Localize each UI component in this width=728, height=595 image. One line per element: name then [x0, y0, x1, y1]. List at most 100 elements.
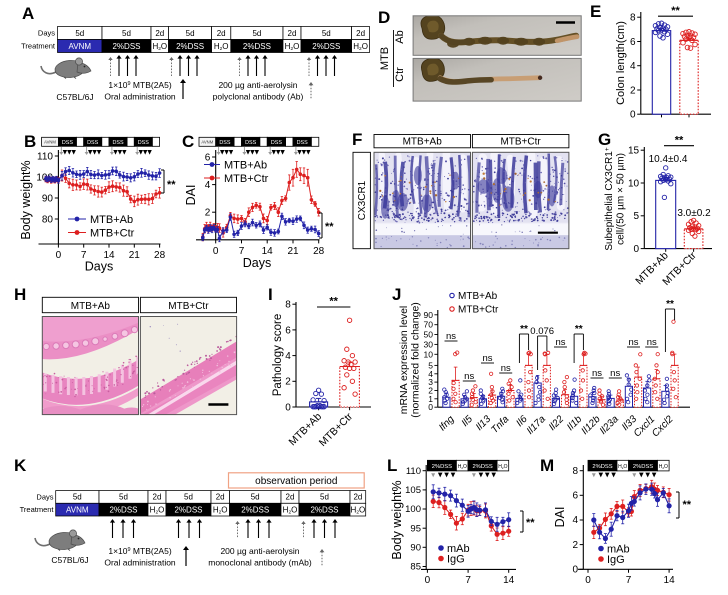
- svg-text:E: E: [590, 2, 601, 21]
- svg-text:Ab: Ab: [394, 30, 406, 43]
- svg-text:MTB+Ab: MTB+Ab: [403, 137, 443, 148]
- svg-text:7: 7: [626, 575, 632, 586]
- svg-text:5: 5: [634, 211, 640, 222]
- svg-text:M: M: [540, 456, 554, 475]
- svg-text:mAb: mAb: [607, 544, 630, 556]
- svg-text:MTB: MTB: [379, 47, 391, 70]
- svg-text:monoclonal antibody (mAb): monoclonal antibody (mAb): [208, 558, 312, 568]
- svg-text:H2O: H2O: [353, 42, 368, 52]
- svg-text:0: 0: [213, 246, 219, 257]
- svg-text:1×109 MTB(2A5): 1×109 MTB(2A5): [108, 546, 171, 556]
- svg-text:2%DSS: 2%DSS: [592, 464, 612, 470]
- svg-text:H: H: [14, 285, 26, 304]
- svg-text:**: **: [671, 5, 680, 17]
- svg-text:DSS: DSS: [297, 140, 308, 146]
- svg-text:Oral administration: Oral administration: [104, 92, 176, 102]
- svg-text:AVNM: AVNM: [44, 140, 56, 145]
- svg-text:observation period: observation period: [255, 476, 337, 487]
- svg-text:2%DSS: 2%DSS: [112, 42, 140, 51]
- svg-text:Days: Days: [85, 260, 113, 274]
- svg-text:H2O: H2O: [498, 464, 507, 470]
- svg-text:H2O: H2O: [152, 42, 167, 52]
- svg-text:H2O: H2O: [618, 464, 627, 470]
- svg-text:4: 4: [630, 61, 636, 72]
- svg-text:ns: ns: [647, 337, 657, 348]
- svg-text:2: 2: [285, 377, 291, 388]
- svg-text:2d: 2d: [216, 493, 225, 502]
- svg-text:5d: 5d: [122, 29, 131, 38]
- svg-text:110: 110: [37, 151, 53, 162]
- svg-text:DSS: DSS: [112, 140, 123, 146]
- svg-text:(normalized fold change): (normalized fold change): [410, 302, 422, 418]
- svg-text:ns: ns: [628, 337, 638, 348]
- svg-text:C: C: [182, 132, 194, 151]
- svg-text:2%DSS: 2%DSS: [432, 464, 452, 470]
- svg-text:100: 100: [405, 504, 421, 515]
- svg-text:4: 4: [572, 515, 578, 526]
- svg-text:IgG: IgG: [607, 554, 625, 566]
- svg-text:2: 2: [428, 386, 433, 396]
- svg-text:MTB+Ab: MTB+Ab: [224, 160, 267, 172]
- svg-text:200 µg anti-aerolysin: 200 µg anti-aerolysin: [220, 546, 299, 556]
- svg-text:0: 0: [285, 402, 291, 413]
- svg-text:K: K: [14, 456, 27, 475]
- svg-text:5d: 5d: [119, 493, 128, 502]
- svg-text:DSS: DSS: [271, 140, 282, 146]
- svg-text:8: 8: [630, 13, 636, 24]
- svg-text:30: 30: [424, 339, 434, 349]
- svg-text:7: 7: [465, 575, 471, 586]
- svg-text:MTB+Ctr: MTB+Ctr: [168, 301, 209, 312]
- svg-text:2%DSS: 2%DSS: [174, 505, 202, 514]
- svg-text:I: I: [268, 285, 273, 304]
- svg-text:DSS: DSS: [245, 140, 256, 146]
- svg-text:90: 90: [410, 543, 421, 554]
- svg-text:4: 4: [428, 369, 433, 379]
- svg-text:ns: ns: [482, 353, 492, 364]
- svg-text:200 µg anti-aerolysin: 200 µg anti-aerolysin: [218, 80, 297, 90]
- svg-text:0: 0: [428, 402, 433, 412]
- svg-text:21: 21: [129, 250, 141, 261]
- svg-text:5d: 5d: [252, 29, 261, 38]
- svg-text:5d: 5d: [75, 29, 84, 38]
- svg-text:Days: Days: [243, 256, 271, 270]
- svg-text:MTB+Ctr: MTB+Ctr: [458, 305, 499, 316]
- svg-text:1×109 MTB(2A5): 1×109 MTB(2A5): [108, 80, 171, 90]
- svg-text:4: 4: [285, 351, 291, 362]
- svg-text:8: 8: [572, 466, 578, 477]
- svg-text:mAb: mAb: [447, 543, 470, 555]
- svg-text:Days: Days: [38, 29, 55, 38]
- svg-text:ns: ns: [501, 363, 511, 374]
- svg-text:90: 90: [424, 310, 434, 320]
- svg-text:2d: 2d: [356, 29, 365, 38]
- svg-text:MTB+Ab: MTB+Ab: [71, 301, 111, 312]
- svg-text:2%DSS: 2%DSS: [633, 464, 653, 470]
- svg-text:90: 90: [42, 193, 54, 204]
- svg-text:0: 0: [425, 575, 431, 586]
- svg-text:Ctr: Ctr: [394, 67, 406, 82]
- svg-text:50: 50: [424, 330, 434, 340]
- svg-text:H2O: H2O: [214, 42, 229, 52]
- svg-text:ns: ns: [446, 331, 456, 342]
- svg-text:**: **: [575, 324, 583, 335]
- svg-text:H2O: H2O: [213, 505, 228, 515]
- svg-text:2: 2: [572, 540, 578, 551]
- svg-text:4: 4: [205, 180, 211, 191]
- svg-text:5d: 5d: [322, 29, 331, 38]
- svg-text:14: 14: [103, 250, 115, 261]
- svg-text:105: 105: [405, 485, 421, 496]
- svg-text:AVNM: AVNM: [66, 505, 89, 514]
- svg-text:**: **: [675, 135, 684, 147]
- svg-text:10: 10: [628, 178, 640, 189]
- svg-text:5d: 5d: [251, 493, 260, 502]
- svg-text:2%DSS: 2%DSS: [176, 42, 204, 51]
- svg-text:2%DSS: 2%DSS: [312, 42, 340, 51]
- svg-text:2: 2: [205, 208, 211, 219]
- svg-text:28: 28: [313, 246, 325, 257]
- svg-text:mRNA expression level: mRNA expression level: [398, 306, 410, 415]
- svg-text:Treatment: Treatment: [20, 505, 55, 514]
- svg-text:0: 0: [634, 244, 640, 255]
- svg-text:C57BL/6J: C57BL/6J: [51, 555, 88, 565]
- svg-text:6: 6: [285, 325, 291, 336]
- svg-text:2%DSS: 2%DSS: [310, 505, 338, 514]
- svg-text:2d: 2d: [153, 493, 162, 502]
